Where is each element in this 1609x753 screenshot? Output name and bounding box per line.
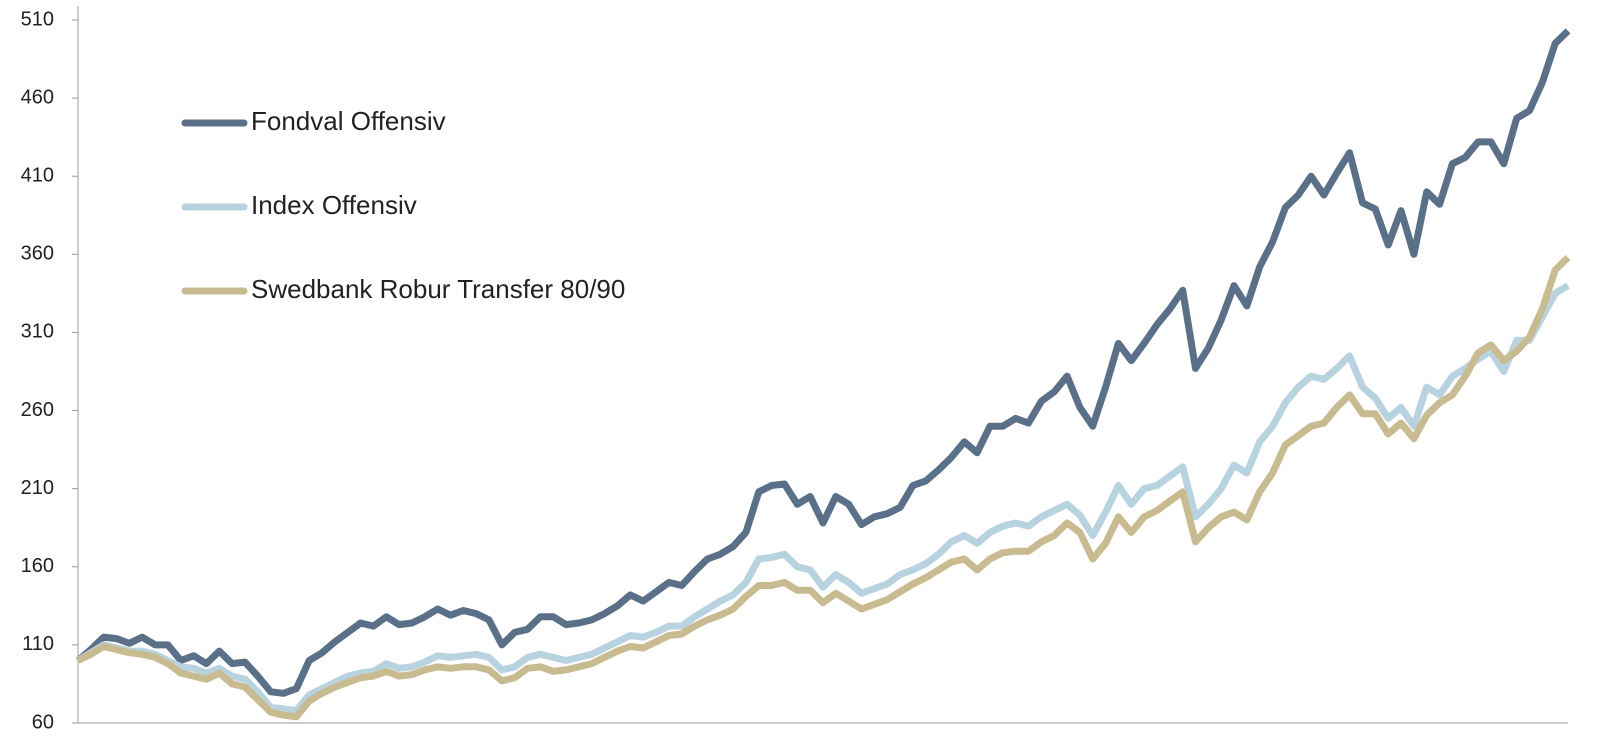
y-tick-label: 210 <box>21 477 54 499</box>
y-tick-label: 60 <box>32 711 54 733</box>
y-tick-label: 460 <box>21 86 54 108</box>
y-tick-label: 110 <box>22 633 54 655</box>
series-line <box>76 254 1571 721</box>
y-tick-label: 160 <box>21 555 54 577</box>
y-tick-label: 360 <box>21 243 54 265</box>
legend-label: Fondval Offensiv <box>251 106 446 136</box>
y-tick-label: 510 <box>21 8 54 30</box>
legend-label: Swedbank Robur Transfer 80/90 <box>251 274 625 304</box>
y-tick-label: 410 <box>21 165 54 187</box>
legend-label: Index Offensiv <box>251 190 417 220</box>
series-line <box>76 282 1570 714</box>
series-line <box>75 28 1571 697</box>
y-tick-label: 310 <box>21 321 54 343</box>
y-tick-label: 260 <box>21 399 54 421</box>
